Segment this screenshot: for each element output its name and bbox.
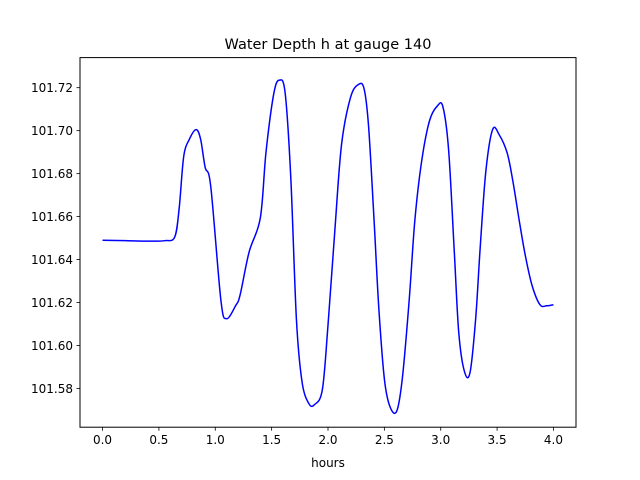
x-tick-label: 0.5 [149,433,168,447]
y-tick-label: 101.64 [31,253,73,267]
plot-area [80,57,576,428]
x-tick-label: 2.5 [375,433,394,447]
x-tick-label: 3.0 [431,433,450,447]
y-tick-label: 101.62 [31,296,73,310]
y-tick-label: 101.58 [31,382,73,396]
x-tick-label: 0.0 [93,433,112,447]
y-axis: 101.58 101.60 101.62 101.64 101.66 101.68 101.… [31,81,80,396]
x-axis: 0.0 0.5 1.0 1.5 2.0 2.5 3.0 3.5 4.0 [93,427,563,447]
y-tick-label: 101.70 [31,124,73,138]
y-tick-label: 101.60 [31,339,73,353]
x-axis-label: hours [311,456,345,470]
y-tick-label: 101.68 [31,167,73,181]
x-tick-label: 2.0 [318,433,337,447]
series-layer [102,79,554,415]
x-tick-label: 4.0 [544,433,563,447]
plot-frame [79,57,577,428]
y-tick-label: 101.72 [31,81,73,95]
x-tick-label: 3.5 [488,433,507,447]
x-tick-label: 1.0 [206,433,225,447]
y-tick-label: 101.66 [31,210,73,224]
x-tick-label: 1.5 [262,433,281,447]
series-line [102,79,554,415]
chart-title: Water Depth h at gauge 140 [225,37,432,53]
